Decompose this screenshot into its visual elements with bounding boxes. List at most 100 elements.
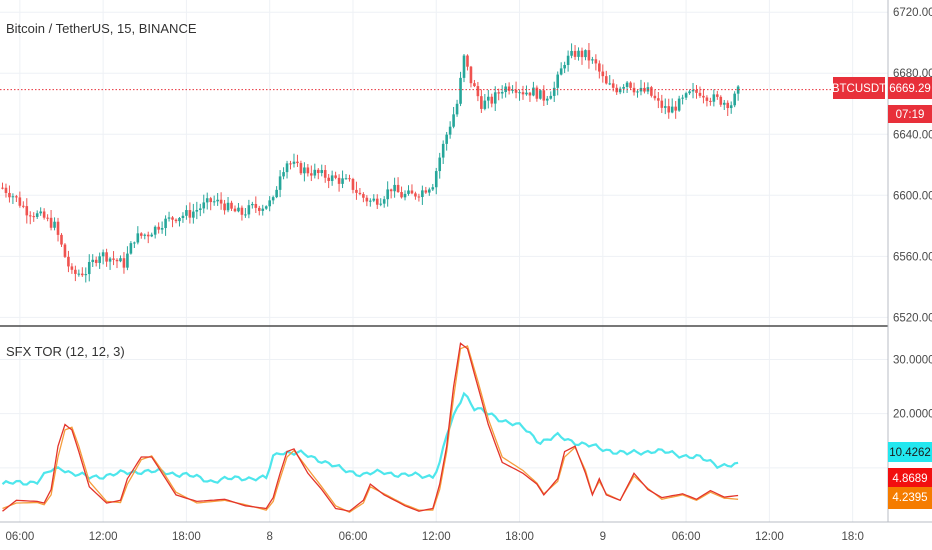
time-tick-label: 06:00 [339,531,368,543]
candle-up [559,62,563,76]
candle-up [205,192,209,210]
candle-down [365,195,369,207]
candle-up [448,121,452,139]
candle-up [462,53,466,83]
time-axis: 06:00 12:00 18:00 8 06:00 12:00 18:00 9 06:00 12:… [5,531,863,543]
candle-up [552,81,556,102]
candle-down [310,165,313,182]
indicator-lines [1,342,739,514]
candle-up [167,211,171,222]
candle-up [178,217,181,227]
candle-down [25,198,29,224]
candle-down [660,94,664,114]
indicator-axis: 30.0000 20.0000 [893,355,932,421]
candle-down [219,192,223,210]
symbol-tag-label: BTCUSDT [832,83,886,95]
candle-down [598,60,601,79]
candle-down [473,79,476,88]
candle-down [653,90,657,101]
candle-down [28,211,32,225]
candle-up [386,181,389,207]
candle-down [535,85,539,102]
candle-up [639,79,643,96]
candle-up [313,163,317,179]
candle-up [525,85,528,96]
candle-up [608,75,612,86]
candle-up [563,61,566,74]
time-tick-label: 12:00 [89,531,118,543]
candle-down [15,194,18,203]
candle-up [275,186,278,199]
candle-up [434,167,438,195]
indicator-value-tags: 10.4262 4.8689 4.2395 [888,442,932,509]
candle-up [271,195,275,205]
indicator-series-tor_red [2,342,739,512]
candle-down [115,258,119,269]
candle-down [140,232,143,239]
candle-down [70,263,74,274]
candle-up [98,252,101,269]
candle-down [604,70,608,85]
candle-up [91,254,95,268]
candle-down [726,100,730,117]
candle-up [285,160,289,179]
bar-timer-tag [888,105,932,123]
candle-up [518,89,521,101]
candle-down [709,97,712,106]
time-tick-label: 8 [266,531,272,543]
candle-up [101,249,105,265]
candle-down [587,43,591,69]
candle-up [372,194,376,203]
candle-down [42,208,46,220]
candle-down [719,95,723,107]
candle-up [393,177,396,198]
candles [1,43,740,283]
candle-down [580,47,584,65]
candle-up [84,267,88,283]
price-tick-label: 6600.00 [893,190,932,202]
candle-down [389,188,393,199]
candle-up [226,196,230,213]
candle-down [514,81,518,99]
last-price-label: 6669.29 [889,83,931,95]
candle-up [452,106,455,129]
candle-down [316,168,320,180]
candle-down [112,251,115,266]
candle-up [244,208,247,218]
candle-down [233,205,237,213]
candle-down [337,174,341,192]
candle-down [507,82,511,95]
candle-up [584,49,587,61]
candle-up [261,204,265,216]
candle-up [431,183,435,191]
candle-down [18,191,22,208]
time-tick-label: 12:00 [422,531,451,543]
candle-down [674,101,677,119]
candle-up [164,215,167,236]
candle-up [150,232,154,238]
candle-up [143,233,147,240]
candle-down [358,187,362,196]
candle-up [292,153,296,168]
candle-down [424,186,428,194]
candle-down [223,199,226,215]
candle-up [126,246,129,271]
candle-down [49,209,53,231]
candle-up [670,98,674,114]
candle-up [722,99,726,110]
candle-down [650,85,653,98]
candle-up [181,212,185,223]
candle-up [403,190,407,201]
candle-down [254,196,258,213]
candle-up [77,269,81,277]
candle-down [94,256,98,267]
candle-down [146,231,150,244]
candle-down [573,45,577,60]
candle-down [351,177,355,194]
candle-up [344,174,348,180]
indicator-value-tag [888,468,932,488]
candle-down [542,85,546,106]
candle-up [428,187,431,196]
candle-up [441,140,445,164]
